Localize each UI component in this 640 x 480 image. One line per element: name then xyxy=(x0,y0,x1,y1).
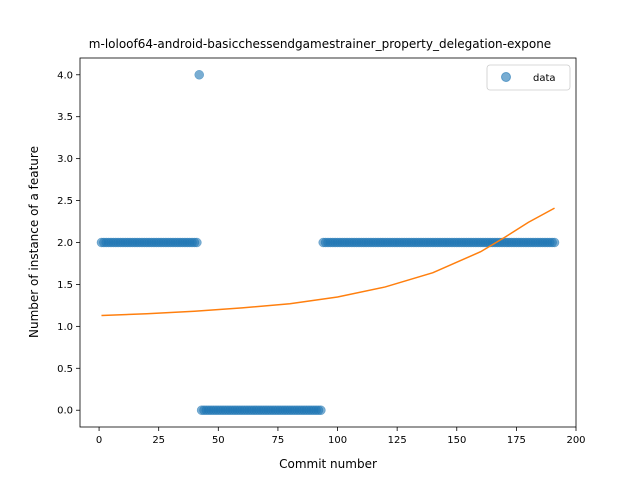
data-point xyxy=(192,237,202,248)
y-tick-label: 4.0 xyxy=(57,70,73,81)
data-point xyxy=(549,237,560,248)
x-tick-label: 125 xyxy=(388,435,407,446)
data-points xyxy=(96,70,560,415)
x-tick-label: 200 xyxy=(566,435,585,446)
legend-marker xyxy=(501,72,511,82)
x-tick-label: 150 xyxy=(447,435,466,446)
x-tick-label: 25 xyxy=(152,435,165,446)
x-tick-label: 100 xyxy=(328,435,347,446)
chart-title: m-loloof64-android-basicchessendgamestra… xyxy=(89,37,551,51)
y-tick-label: 1.5 xyxy=(57,280,73,291)
y-axis-label: Number of instance of a feature xyxy=(27,146,41,338)
y-tick-label: 2.0 xyxy=(57,238,73,249)
fit-line xyxy=(101,207,555,317)
y-tick-label: 3.5 xyxy=(57,112,73,123)
legend-box xyxy=(486,64,571,91)
x-axis: 0 25 50 75 100 125 150 175 200 xyxy=(96,427,586,446)
y-axis: 0.0 0.5 1.0 1.5 2.0 2.5 3.0 3.5 4.0 xyxy=(57,70,80,417)
x-axis-label: Commit number xyxy=(279,457,377,471)
x-tick-label: 0 xyxy=(96,435,102,446)
y-tick-label: 3.0 xyxy=(57,154,73,165)
fit-line-group xyxy=(101,207,555,317)
data-point xyxy=(316,405,326,415)
y-tick-label: 1.0 xyxy=(57,322,73,333)
x-tick-label: 75 xyxy=(272,435,285,446)
legend: data xyxy=(486,64,571,91)
x-tick-label: 175 xyxy=(507,435,526,446)
y-tick-label: 0.5 xyxy=(57,364,73,375)
y-tick-label: 0.0 xyxy=(57,406,73,417)
y-tick-label: 2.5 xyxy=(57,196,73,207)
legend-label: data xyxy=(533,73,556,84)
data-point xyxy=(194,70,204,80)
x-tick-label: 50 xyxy=(212,435,225,446)
